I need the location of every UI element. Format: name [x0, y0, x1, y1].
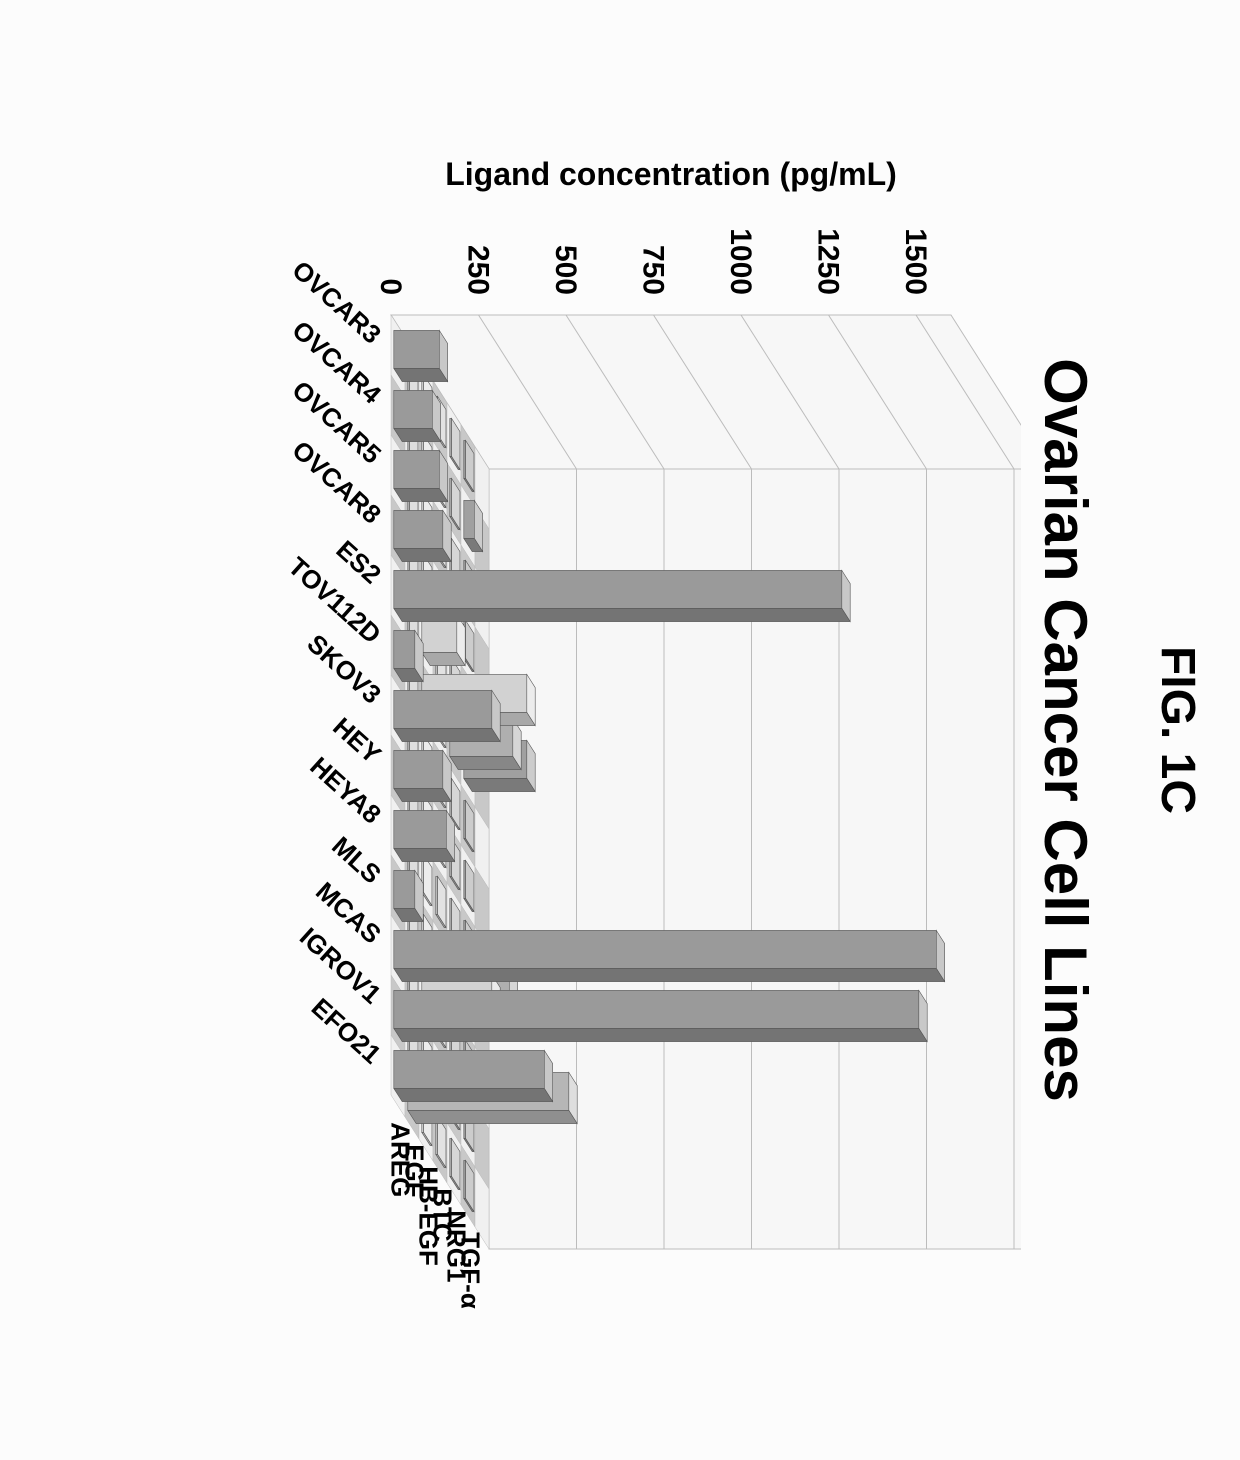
y-tick-label: 500: [549, 245, 582, 295]
y-axis-label: Ligand concentration (pg/mL): [445, 156, 897, 192]
y-tick-label: 1250: [812, 228, 845, 295]
x-category-label: ES2: [330, 534, 387, 589]
series-label: TGF-α: [455, 1232, 485, 1309]
x-category-label: EFO21: [306, 992, 387, 1069]
figure-label: FIG. 1C: [1150, 0, 1205, 1460]
x-category-label: HEYA8: [304, 751, 387, 830]
y-tick-label: 250: [462, 245, 495, 295]
y-tick-label: 0: [374, 278, 407, 295]
y-tick-label: 1500: [899, 228, 932, 295]
y-tick-label: 750: [637, 245, 670, 295]
y-tick-label: 1000: [724, 228, 757, 295]
chart-title: Ovarian Cancer Cell Lines: [1031, 0, 1100, 1460]
chart-3d-bar: 0250500750100012501500OVCAR3OVCAR4OVCAR5…: [61, 55, 1021, 1405]
